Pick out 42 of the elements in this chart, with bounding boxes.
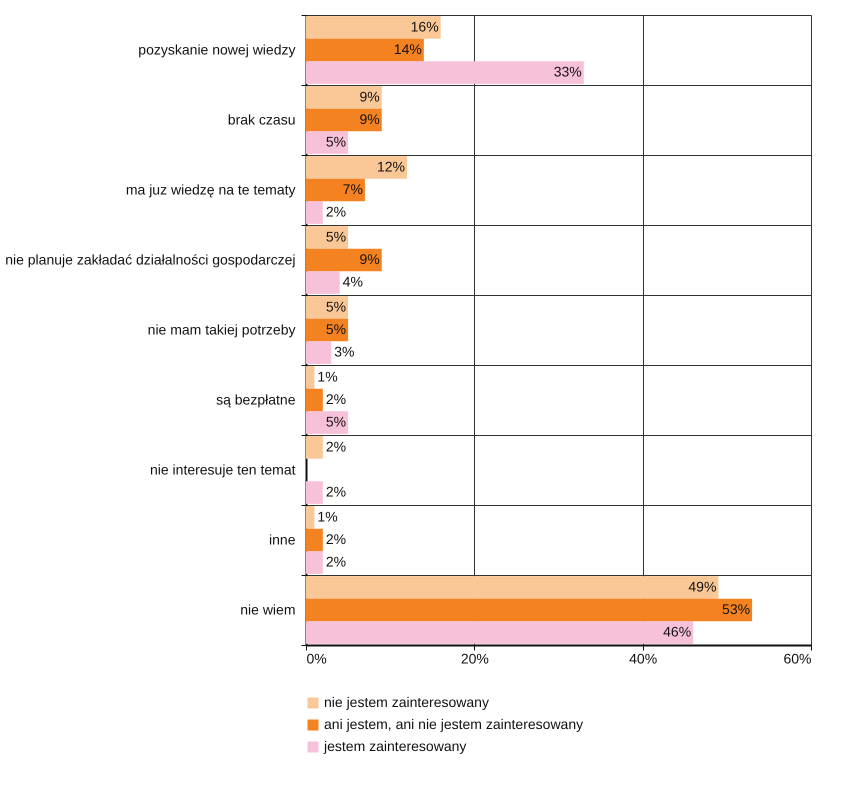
data-label: 2% xyxy=(326,438,346,454)
legend-label: jestem zainteresowany xyxy=(323,738,466,754)
x-tick-label: 0% xyxy=(306,650,327,666)
y-tick-label: inne xyxy=(269,532,296,548)
data-label: 9% xyxy=(360,251,380,267)
data-label: 49% xyxy=(688,578,716,594)
data-label: 53% xyxy=(722,601,750,617)
data-label: 16% xyxy=(410,18,439,34)
data-label: 4% xyxy=(342,274,363,290)
x-tick-label: 60% xyxy=(783,650,812,666)
data-label: 1% xyxy=(317,368,338,384)
data-label: 2% xyxy=(326,391,346,407)
data-label: 9% xyxy=(360,88,380,104)
y-tick-label: nie planuje zakładać działalności gospodarczej xyxy=(5,252,296,268)
data-label: 7% xyxy=(342,181,363,197)
y-tick-label: brak czasu xyxy=(228,112,296,128)
data-label: 2% xyxy=(326,554,346,570)
y-tick-label: nie mam takiej potrzeby xyxy=(148,322,296,338)
data-label: 5% xyxy=(326,298,346,314)
y-tick-label: pozyskanie nowej wiedzy xyxy=(138,42,296,58)
data-label: 12% xyxy=(376,158,405,174)
data-label: 5% xyxy=(326,134,346,150)
y-tick-label: ma juz wiedzę na te tematy xyxy=(126,182,296,198)
data-label: 33% xyxy=(554,64,582,80)
legend-label: ani jestem, ani nie jestem zainteresowany xyxy=(324,716,584,732)
data-label: 2% xyxy=(326,204,346,220)
data-label: 5% xyxy=(326,321,346,337)
y-tick-label: są bezpłatne xyxy=(216,392,296,408)
data-label: 14% xyxy=(394,41,422,57)
legend-label: nie jestem zainteresowany xyxy=(324,694,489,710)
data-label: 46% xyxy=(663,624,692,640)
data-label: 2% xyxy=(326,484,346,500)
data-label: 1% xyxy=(317,508,338,524)
data-label: 5% xyxy=(326,228,346,244)
data-label: 3% xyxy=(334,344,354,360)
y-tick-label: nie interesuje ten temat xyxy=(150,462,296,478)
x-tick-label: 20% xyxy=(460,650,489,666)
data-label: 5% xyxy=(326,414,346,430)
data-label: 9% xyxy=(360,111,380,127)
y-tick-label: nie wiem xyxy=(240,602,296,618)
x-tick-label: 40% xyxy=(629,650,658,666)
data-label: 2% xyxy=(326,531,346,547)
